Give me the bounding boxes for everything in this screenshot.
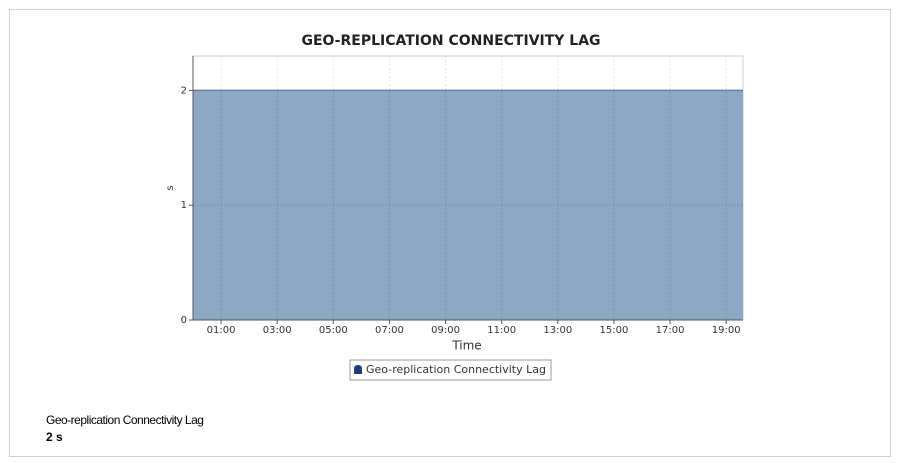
- x-axis-label: Time: [451, 339, 481, 353]
- y-axis-label: s: [165, 185, 176, 190]
- x-tick-label: 09:00: [431, 325, 460, 336]
- x-tick-label: 01:00: [207, 325, 236, 336]
- area: [193, 90, 743, 320]
- x-tick-label: 07:00: [375, 325, 404, 336]
- legend-box: [349, 359, 552, 381]
- summary-value: 2 s: [46, 430, 63, 444]
- y-tick-label: 2: [181, 85, 187, 96]
- x-tick-label: 17:00: [656, 325, 685, 336]
- legend-icon: [354, 365, 362, 374]
- summary-label: Geo-replication Connectivity Lag: [46, 413, 204, 427]
- x-tick-label: 19:00: [712, 325, 741, 336]
- summary: Geo-replication Connectivity Lag 2 s: [46, 413, 204, 444]
- chart-title: GEO-REPLICATION CONNECTIVITY LAG: [301, 33, 600, 49]
- panel: [9, 9, 891, 457]
- y-tick-label: 0: [181, 315, 187, 326]
- x-tick-label: 15:00: [600, 325, 629, 336]
- y-tick-label: 1: [181, 200, 187, 211]
- x-tick-label: 05:00: [319, 325, 348, 336]
- x-tick-label: 03:00: [263, 325, 292, 336]
- x-tick-label: 11:00: [487, 325, 516, 336]
- legend-label: Geo-replication Connectivity Lag: [366, 363, 546, 376]
- x-tick-label: 13:00: [543, 325, 572, 336]
